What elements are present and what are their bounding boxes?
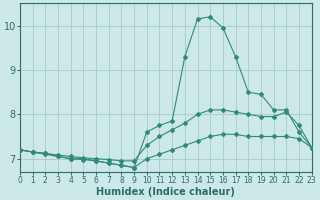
X-axis label: Humidex (Indice chaleur): Humidex (Indice chaleur): [96, 187, 235, 197]
